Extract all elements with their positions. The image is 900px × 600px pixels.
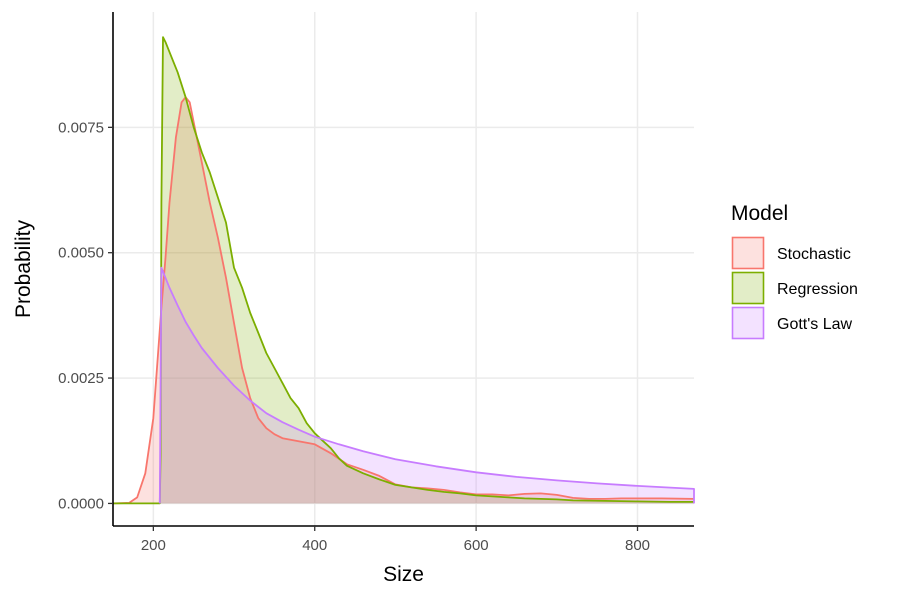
x-tick-label: 800 — [625, 537, 650, 554]
legend-label-gott-s-law: Gott's Law — [777, 316, 853, 333]
legend-items: Stochastic Regression Gott's Law — [731, 236, 858, 340]
x-axis-title: Size — [383, 563, 424, 586]
legend-key-bg-gott-s-law — [732, 307, 764, 339]
series-area-gott-s-law — [159, 267, 695, 504]
y-tick-label: 0.0075 — [58, 119, 104, 136]
y-tick-label: 0.0050 — [58, 245, 104, 262]
axes — [112, 12, 694, 527]
legend-label-regression: Regression — [777, 281, 858, 298]
x-tick-label: 600 — [464, 537, 489, 554]
series-layer — [112, 36, 695, 505]
legend-key-bg-regression — [732, 272, 764, 304]
x-tick-label: 200 — [141, 537, 166, 554]
y-tick-label: 0.0025 — [58, 370, 104, 387]
legend-key-bg-stochastic — [732, 237, 764, 269]
x-tick-label: 400 — [302, 537, 327, 554]
legend: Model Stochastic Regression Gott's Law — [731, 202, 858, 340]
series-line-gott-s-law — [158, 266, 695, 504]
legend-title: Model — [731, 202, 788, 225]
series-line-stochastic — [112, 96, 695, 505]
legend-label-stochastic: Stochastic — [777, 246, 851, 263]
y-tick-label: 0.0000 — [58, 495, 104, 512]
series-area-regression — [113, 37, 694, 504]
ticks: 200 400 600 800 0.0000 0.0025 0.0050 0.0075 — [58, 119, 650, 554]
series-line-regression — [113, 36, 694, 505]
grid — [113, 12, 694, 526]
y-axis-title: Probability — [12, 219, 35, 318]
legend-key-stochastic — [731, 236, 765, 270]
legend-key-gott-s-law — [731, 306, 765, 340]
legend-key-regression — [731, 271, 765, 305]
